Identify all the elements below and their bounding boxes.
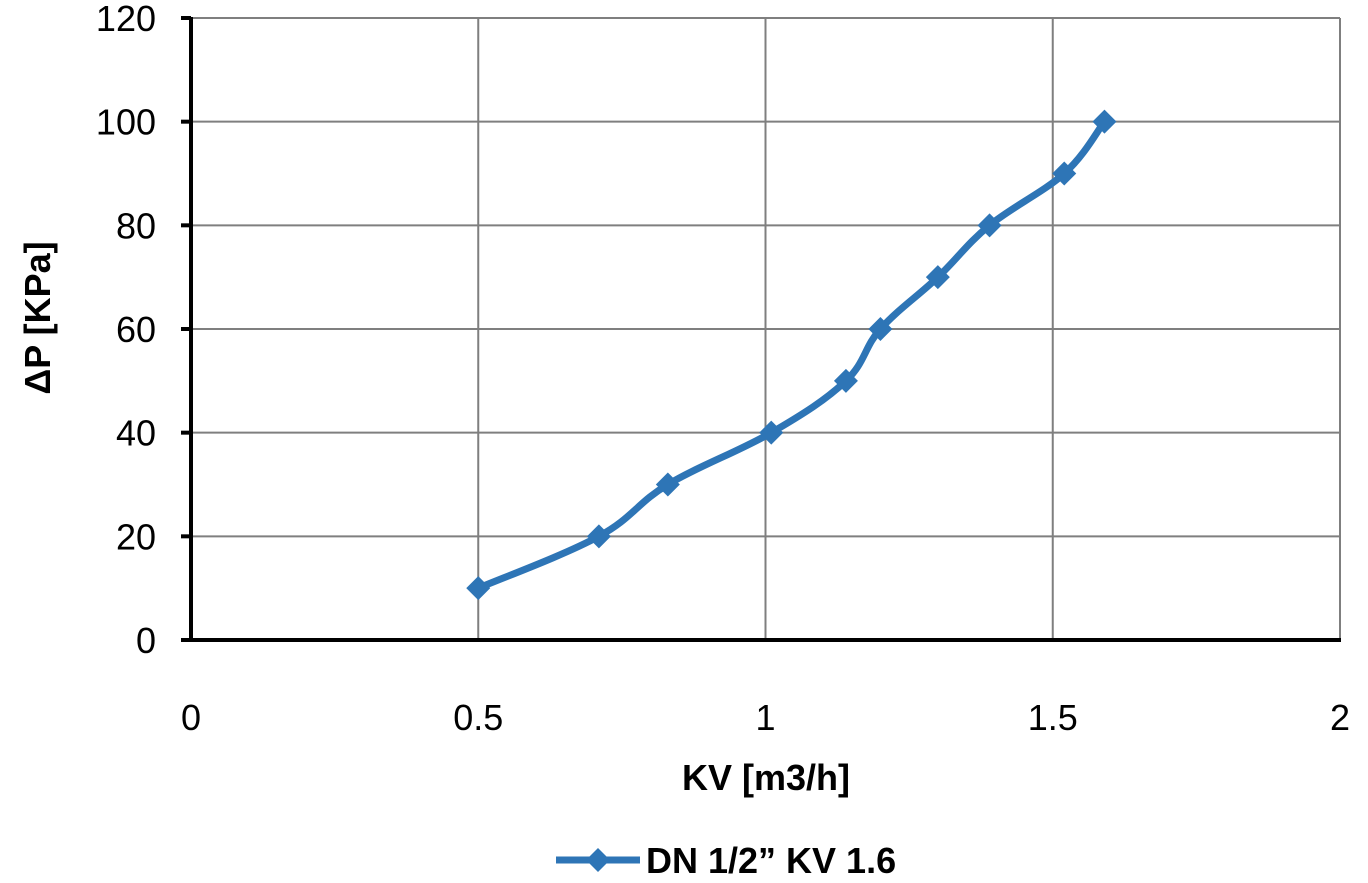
legend: DN 1/2” KV 1.6 bbox=[556, 840, 896, 881]
data-point-marker bbox=[977, 213, 1002, 238]
x-tick-label: 1 bbox=[755, 697, 775, 738]
axes bbox=[181, 16, 1341, 642]
data-point-marker bbox=[655, 472, 680, 497]
y-tick-label: 120 bbox=[96, 0, 156, 39]
data-point-marker bbox=[759, 420, 784, 445]
data-point-marker bbox=[586, 524, 611, 549]
x-tick-label: 2 bbox=[1330, 697, 1350, 738]
data-point-marker bbox=[1092, 109, 1117, 134]
series-line bbox=[474, 118, 1108, 592]
legend-marker-diamond bbox=[586, 848, 610, 872]
y-axis-ticks: 0 20 40 60 80 100 120 bbox=[96, 0, 156, 661]
y-tick-label: 60 bbox=[116, 309, 156, 350]
x-tick-label: 0.5 bbox=[453, 697, 503, 738]
x-tick-label: 0 bbox=[181, 697, 201, 738]
legend-label: DN 1/2” KV 1.6 bbox=[646, 840, 896, 881]
gridlines bbox=[191, 17, 1341, 640]
data-point-marker bbox=[868, 317, 893, 341]
data-point-marker bbox=[466, 576, 491, 601]
x-axis-title: KV [m3/h] bbox=[682, 757, 850, 798]
y-axis-title: ΔP [KPa] bbox=[17, 241, 58, 394]
x-axis-ticks: 0 0.5 1 1.5 2 bbox=[181, 697, 1350, 738]
x-tick-label: 1.5 bbox=[1028, 697, 1078, 738]
y-tick-label: 0 bbox=[136, 620, 156, 661]
data-point-marker bbox=[833, 368, 858, 393]
data-point-marker bbox=[925, 265, 950, 290]
y-tick-label: 100 bbox=[96, 102, 156, 143]
series-layer bbox=[466, 109, 1117, 601]
y-tick-label: 80 bbox=[116, 205, 156, 246]
y-tick-label: 40 bbox=[116, 413, 156, 454]
y-tick-label: 20 bbox=[116, 516, 156, 557]
data-point-marker bbox=[1052, 161, 1077, 186]
